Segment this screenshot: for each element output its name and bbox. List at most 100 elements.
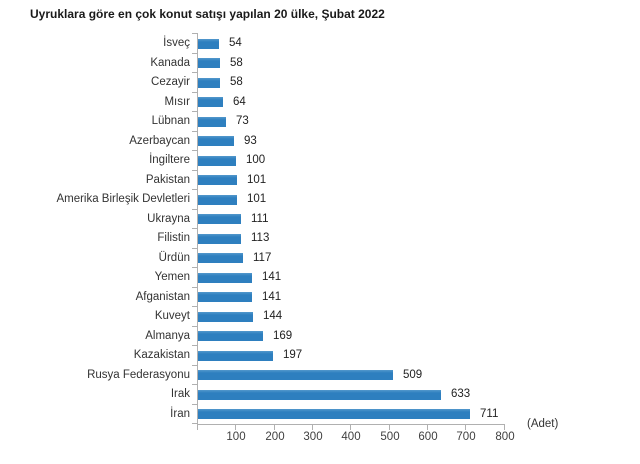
bar [198,389,441,400]
y-axis-tick [192,306,197,307]
value-label: 169 [273,329,293,342]
y-axis-line [197,33,198,424]
value-label: 141 [262,290,282,303]
category-label: Afganistan [135,290,190,303]
value-label: 101 [247,173,267,186]
bar [198,253,243,264]
value-label: 64 [233,95,246,108]
x-axis-tick-label: 500 [380,431,400,443]
category-label: Lübnan [151,115,190,128]
value-label: 101 [247,193,267,206]
y-axis-tick [192,72,197,73]
y-axis-tick [192,364,197,366]
y-axis-tick [192,228,197,229]
y-axis-tick [192,169,197,171]
value-label: 93 [244,134,257,147]
y-axis-tick [192,33,197,34]
category-label: Almanya [145,329,190,342]
y-axis-tick [192,52,197,54]
y-axis-tick [192,286,197,288]
x-axis-tick [465,425,466,430]
value-label: 113 [251,232,270,245]
y-axis-tick [192,208,197,210]
x-axis-tick [427,425,428,430]
bar [198,214,241,225]
x-axis-tick-label: 700 [456,431,476,443]
x-axis-tick-label: 100 [226,431,246,443]
value-label: 144 [263,310,283,323]
bar [198,155,236,166]
category-label: İngiltere [149,154,190,167]
x-axis-tick [389,425,390,430]
x-axis-tick [312,425,313,430]
category-label: İsveç [163,37,190,50]
bar [198,58,220,69]
bar [198,311,253,322]
value-label: 633 [451,388,471,401]
y-axis-tick [192,384,197,385]
value-label: 58 [230,76,243,89]
y-axis-tick [192,111,197,112]
bar [198,409,470,420]
y-axis-tick [192,189,197,190]
category-label: İran [170,407,190,420]
bar [198,116,226,127]
y-axis-tick [192,345,197,346]
category-label: Kazakistan [133,349,190,362]
x-axis-tick-label: 600 [418,431,438,443]
value-label: 509 [403,368,423,381]
bar [198,370,393,381]
bar [198,233,241,244]
x-axis-tick-label: 300 [303,431,323,443]
x-axis-line [197,424,505,425]
category-label: Irak [170,388,190,401]
bar [198,97,223,108]
x-axis-tick-label: 400 [341,431,361,443]
value-label: 711 [480,407,499,420]
y-axis-tick [192,423,197,424]
category-label: Ürdün [158,251,190,264]
y-axis-tick [192,403,197,405]
value-label: 197 [283,349,303,362]
value-label: 58 [230,56,243,69]
category-label: Filistin [157,232,190,245]
value-label: 141 [262,271,282,284]
x-axis-unit-label: (Adet) [527,418,559,430]
category-label: Pakistan [145,173,190,186]
y-axis-tick [192,150,197,151]
bar [198,350,273,361]
category-label: Kuveyt [154,310,190,323]
y-axis-tick [192,91,197,93]
bar [198,77,220,88]
category-label: Cezayir [151,76,190,89]
bar [198,175,237,186]
bar [198,38,219,49]
x-axis-tick-label: 800 [495,431,515,443]
bar [198,331,263,342]
value-label: 117 [253,251,272,264]
category-label: Ukrayna [147,212,190,225]
category-label: Mısır [164,95,190,108]
chart-title: Uyruklara göre en çok konut satışı yapıl… [30,7,385,21]
x-axis-tick-label: 200 [265,431,285,443]
value-label: 111 [251,212,269,225]
x-axis-tick [197,425,198,430]
bar [198,272,252,283]
category-label: Azerbaycan [129,134,190,147]
y-axis-tick [192,130,197,132]
value-label: 100 [246,154,266,167]
category-label: Yemen [154,271,190,284]
y-axis-tick [192,267,197,268]
value-label: 54 [229,37,242,50]
x-axis-tick [504,425,505,430]
bar [198,194,237,205]
bar [198,292,252,303]
y-axis-tick [192,325,197,327]
x-axis-tick [274,425,275,430]
x-axis-tick [235,425,236,430]
y-axis-tick [192,247,197,249]
bar [198,136,234,147]
category-label: Rusya Federasyonu [87,368,190,381]
category-label: Amerika Birleşik Devletleri [56,193,190,206]
